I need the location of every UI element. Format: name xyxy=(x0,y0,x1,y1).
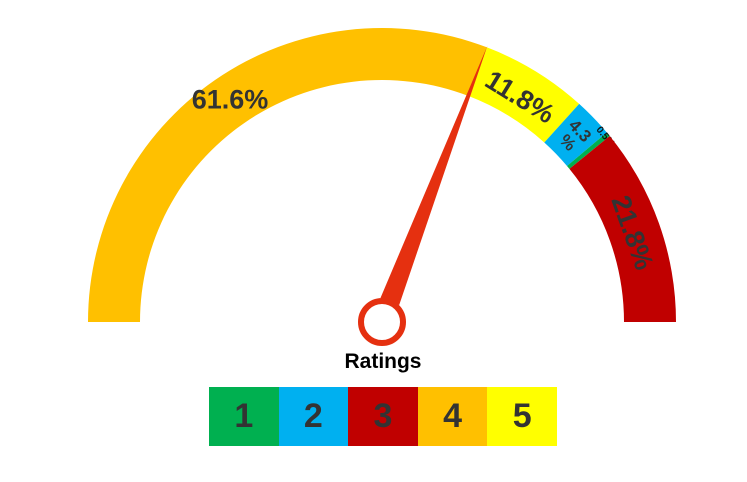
legend-item-4: 4 xyxy=(417,387,488,446)
gauge-segment-1 xyxy=(88,28,487,323)
needle-hub xyxy=(358,298,406,346)
legend-item-3: 3 xyxy=(348,387,418,446)
gauge-segment-4 xyxy=(567,132,610,169)
legend-item-5: 5 xyxy=(487,387,557,446)
gauge-needle xyxy=(380,45,488,306)
legend-item-1: 1 xyxy=(209,387,279,446)
legend-item-2: 2 xyxy=(278,387,349,446)
gauge-segment-2 xyxy=(468,47,580,143)
legend-title: Ratings xyxy=(344,350,422,373)
gauge-segment-3 xyxy=(544,103,607,166)
gauge-segment-5 xyxy=(569,136,676,322)
gauge-segment-label-1: 61.6% xyxy=(192,84,269,114)
ratings-legend: 1 2 3 4 5 xyxy=(209,387,557,446)
